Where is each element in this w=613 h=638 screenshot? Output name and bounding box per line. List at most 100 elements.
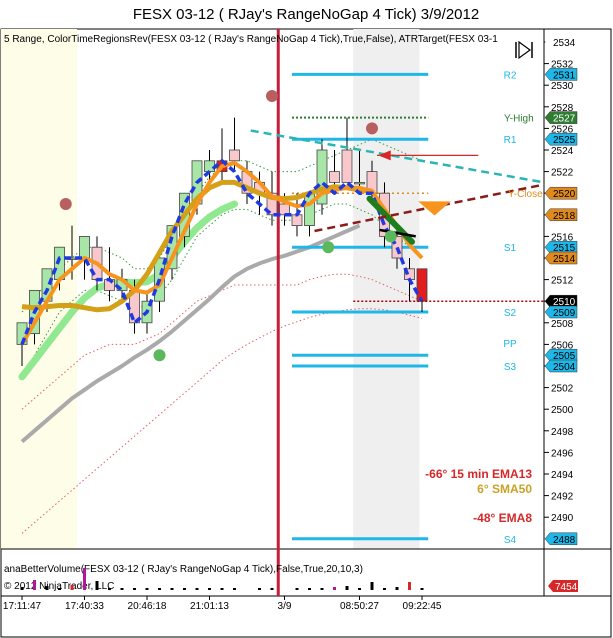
y-close-label: Y-Close (508, 189, 543, 200)
candle-body (354, 181, 365, 185)
price-tick-label: 2492 (551, 492, 574, 503)
line-gray-sma (20, 223, 361, 444)
price-badge-shape (544, 305, 578, 319)
play-pause-icon[interactable] (515, 40, 533, 60)
level-label-s3: S3 (504, 362, 517, 373)
price-badge-text: 2509 (553, 308, 576, 319)
y-high-label: Y-High (504, 114, 534, 125)
price-tick-label: 2512 (551, 276, 574, 287)
price-tick-label: 2490 (551, 513, 574, 524)
trendline-teal (250, 129, 545, 184)
signal-dot (153, 349, 166, 362)
price-badge-text: 2514 (553, 254, 576, 265)
volume-bar (333, 587, 336, 590)
indicator-lines-front (20, 159, 424, 346)
price-badge-text: 2518 (553, 211, 576, 222)
price-badge: 2509 (544, 305, 578, 319)
volume-bar (33, 580, 36, 590)
volume-bar (295, 588, 299, 590)
volume-bar (58, 588, 61, 590)
price-badge-shape (544, 359, 578, 373)
volume-bar (420, 588, 424, 590)
arrow-left-icon (378, 150, 391, 161)
line-orange-ema (20, 161, 424, 346)
volume-bar (395, 587, 399, 590)
volume-bar (370, 582, 374, 590)
price-tick-label: 2530 (551, 81, 574, 92)
price-badge-text: 2534 (553, 38, 576, 49)
price-badge-shape (544, 294, 578, 308)
time-region-overnight (1, 29, 77, 549)
volume-bar (120, 588, 124, 590)
price-badge-shape (544, 251, 578, 265)
line-gold-sma50 (21, 179, 373, 313)
price-tick-label: 2532 (551, 60, 574, 71)
time-tick-label: 3/9 (278, 601, 292, 612)
line-red-dotted-lower (21, 308, 423, 534)
candle-body (79, 235, 90, 259)
annotation-ema13: -66° 15 min EMA13 (425, 467, 532, 481)
volume-bar (383, 588, 386, 590)
signal-dot (322, 241, 335, 254)
price-tick-label: 2502 (551, 384, 574, 395)
volume-bar (95, 581, 99, 590)
pivot-levels: R2 R1 S1 S2 PP S3 S4 (276, 29, 517, 596)
price-tick-label: 2516 (551, 232, 574, 243)
price-tick-label: 2496 (551, 448, 574, 459)
price-badge-shape (544, 348, 578, 362)
price-badge-shape (544, 68, 578, 81)
candle-body (391, 235, 403, 259)
level-label-r2: R2 (504, 70, 517, 81)
segment-black (379, 228, 416, 238)
price-badge-text: 2504 (553, 362, 576, 373)
candle-body (304, 192, 315, 226)
level-label-s2: S2 (504, 308, 517, 319)
annotation-ema8: -48° EMA8 (473, 511, 532, 525)
time-tick-label: 21:01:13 (190, 601, 229, 612)
price-badge-text: 2515 (553, 243, 576, 254)
price-badge: 2531 (544, 68, 578, 81)
volume-bar (170, 588, 174, 590)
price-badge-text: 2527 (553, 114, 576, 125)
volume-bar (158, 588, 161, 590)
price-tick-label: 2526 (551, 124, 574, 135)
price-badge-shape (544, 240, 578, 254)
price-badge: 2515 (544, 240, 578, 254)
signal-dot (266, 90, 278, 102)
time-axis[interactable]: 17:11:47 17:40:33 20:46:18 21:01:13 3/9 08:50… (3, 596, 442, 612)
volume-bar (45, 586, 49, 590)
volume-bar (108, 588, 111, 590)
copyright-text: © 2012 NinjaTrader, LLC (4, 581, 114, 592)
price-tick-label: 2524 (551, 146, 574, 157)
volume-bar (258, 588, 261, 590)
volume-bar (308, 588, 311, 590)
candle-body (341, 149, 353, 183)
chart-title: FESX 03-12 ( RJay's RangeNoGap 4 Tick) 3… (133, 6, 479, 23)
price-badge: 2534 (545, 36, 577, 49)
price-badge: 2488 (544, 532, 578, 546)
volume-bar (270, 588, 274, 590)
price-tick-label: 2494 (551, 470, 574, 481)
price-badge-text: 2525 (553, 135, 576, 146)
overlay-marks (59, 90, 545, 362)
volume-bar (233, 588, 236, 590)
line-blue-dashed-ema8 (20, 159, 424, 346)
volume-indicator-label: anaBetterVolume(FESX 03-12 ( RJay's Rang… (4, 564, 363, 575)
candle-body (329, 171, 340, 183)
price-badge: 2525 (544, 132, 578, 146)
price-badge-text: 2510 (553, 297, 576, 308)
volume-bar (145, 588, 149, 590)
signal-dot (366, 122, 378, 135)
candle-body (266, 192, 278, 216)
candle-body (316, 149, 328, 205)
annotation-sma50: 6° SMA50 (477, 482, 532, 496)
triangle-down-icon (418, 201, 451, 216)
indicator-label: 5 Range, ColorTimeRegionsRev(FESX 03-12 … (4, 34, 498, 45)
signal-dot (384, 230, 397, 243)
price-badge-text: 2520 (553, 189, 576, 200)
time-tick-label: 08:50:27 (340, 601, 379, 612)
price-badge: 2520 (544, 186, 578, 200)
price-axis[interactable]: 2490 2492 2494 2496 2498 2500 2502 2504 2506 2508… (544, 38, 574, 524)
volume-bar (208, 588, 211, 590)
